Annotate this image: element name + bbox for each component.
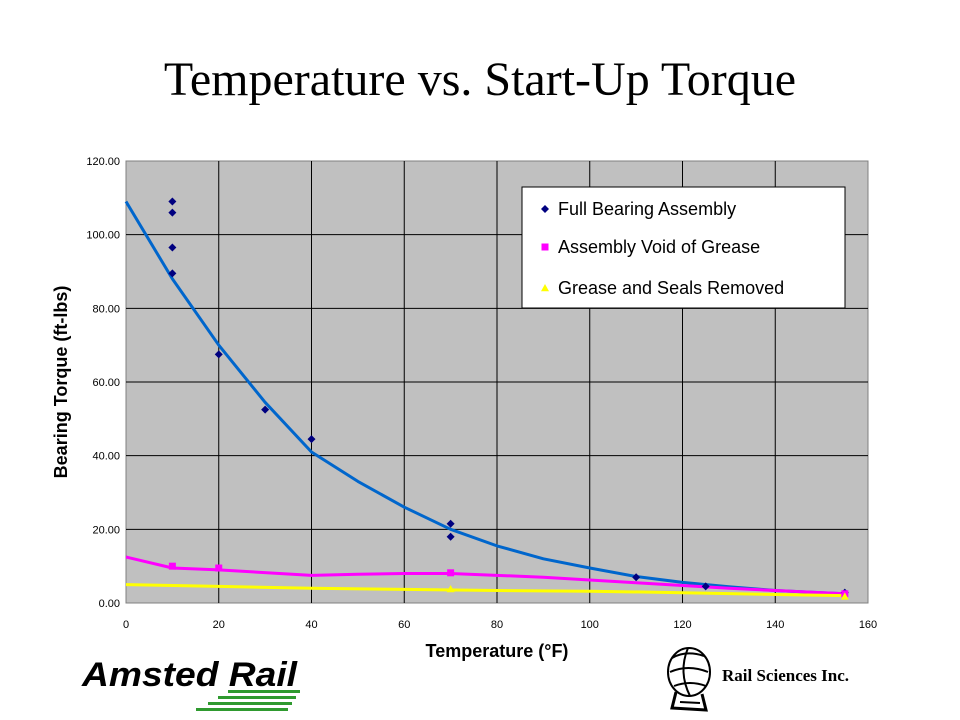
x-tick-label: 140 [766,619,784,631]
y-tick-label: 0.00 [99,598,120,610]
partner-name: Rail Sciences Inc. [722,666,850,685]
trendline-grease-and-seals-removed [125,583,845,598]
point-full-bearing-assembly [214,350,223,359]
amsted-rail-logo: Amsted Rail [81,656,300,711]
y-tick-label: 80.00 [92,303,120,315]
legend-marker-assembly-void-of-grease [541,243,549,251]
trendlines [124,200,845,598]
x-tick-label: 60 [398,619,410,631]
legend-marker-grease-and-seals-removed [541,284,549,292]
point-grease-and-seals-removed [840,592,849,600]
y-axis-ticks: 0.00 20.00 40.00 60.00 80.00 100.00 120.00 [86,156,120,610]
point-full-bearing-assembly [168,197,177,206]
point-assembly-void-of-grease [168,562,176,570]
x-tick-label: 20 [213,619,225,631]
legend: Full Bearing Assembly Assembly Void of G… [521,186,846,309]
x-tick-label: 100 [581,619,599,631]
x-tick-label: 0 [123,619,129,631]
y-tick-label: 120.00 [86,156,120,168]
x-axis-title: Temperature (°F) [426,641,569,661]
x-axis-ticks: 0 20 40 60 80 100 120 140 160 [123,619,877,631]
y-tick-label: 20.00 [92,524,120,536]
rail-sciences-emblem-icon [667,647,711,712]
legend-label-seals-removed: Grease and Seals Removed [558,278,784,298]
point-full-bearing-assembly [261,405,270,414]
legend-label-void-grease: Assembly Void of Grease [558,237,760,257]
x-tick-label: 80 [491,619,503,631]
y-tick-label: 60.00 [92,377,120,389]
point-grease-and-seals-removed [446,585,455,593]
y-tick-label: 100.00 [86,230,120,242]
point-full-bearing-assembly [168,243,177,252]
trendline-assembly-void-of-grease [125,555,845,596]
logo-speed-stripes [196,690,300,711]
point-assembly-void-of-grease [215,564,223,572]
y-axis-title: Bearing Torque (ft-lbs) [51,286,71,479]
point-full-bearing-assembly [307,435,316,444]
slide-title: Temperature vs. Start-Up Torque [163,53,797,106]
legend-box [521,186,846,309]
point-assembly-void-of-grease [447,569,455,577]
legend-label-full-bearing: Full Bearing Assembly [558,199,736,219]
legend-markers [541,205,549,292]
x-tick-label: 160 [859,619,877,631]
x-tick-label: 40 [305,619,317,631]
x-tick-label: 120 [673,619,691,631]
point-full-bearing-assembly [168,208,177,217]
point-full-bearing-assembly [168,269,177,278]
point-full-bearing-assembly [446,532,455,541]
rail-sciences-logo [667,647,711,712]
point-full-bearing-assembly [632,573,641,582]
legend-marker-full-bearing-assembly [541,205,549,213]
logo-wordmark: Amsted Rail [81,656,299,694]
y-tick-label: 40.00 [92,451,120,463]
data-markers [168,197,849,600]
point-full-bearing-assembly [701,582,710,591]
point-full-bearing-assembly [446,519,455,528]
